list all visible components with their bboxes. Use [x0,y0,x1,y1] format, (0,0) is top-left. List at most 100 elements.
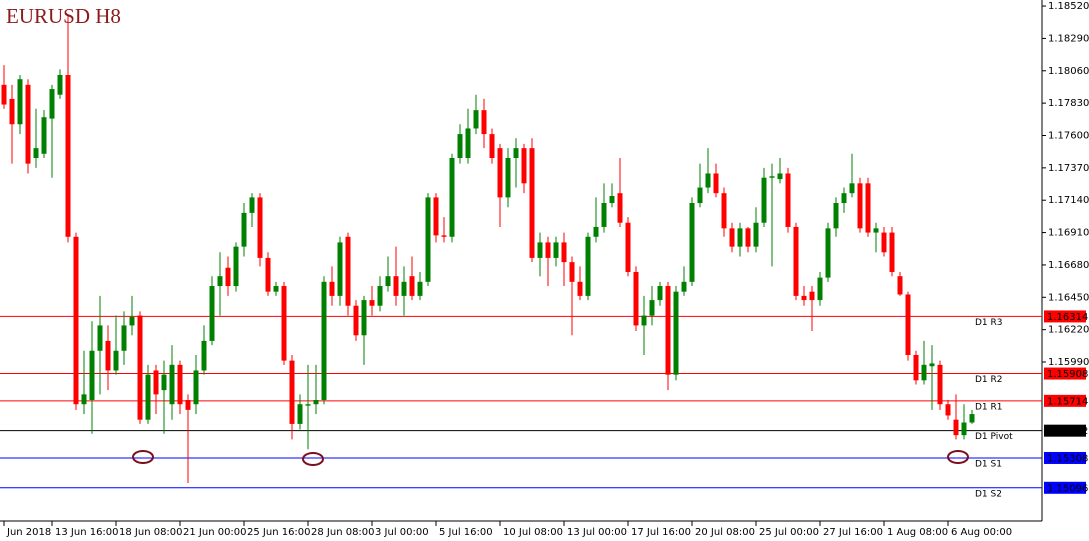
x-tick-label: 13 Jun 16:00 [55,527,119,538]
candle-body [257,197,263,258]
level-price-label: 1.15502 [1047,426,1088,437]
candle-body [225,267,231,287]
marker-ellipse [947,450,969,464]
candle-body [209,286,215,341]
candle-body [177,364,183,405]
x-tick-label: 13 Jul 00:00 [567,527,627,538]
candle-body [193,370,199,405]
candle-body [313,400,319,405]
candle-body [25,84,31,164]
x-tick-label: Jun 2018 [6,527,51,538]
candle-body [761,177,767,223]
candle-body [249,197,255,213]
candle-body [841,193,847,204]
candle-body [689,203,695,282]
y-tick-label: 1.17600 [1048,130,1089,141]
candle-body [233,246,239,287]
candle-body [545,242,551,258]
candle-body [625,222,631,272]
candle-body [441,235,447,237]
candle-body [321,281,327,401]
level-price-label: 1.16314 [1047,312,1088,323]
x-tick-label: 21 Jun 00:00 [183,527,247,538]
candle-body [969,414,975,423]
candle-body [569,262,575,282]
candle-body [721,193,727,229]
candle-body [729,228,735,247]
level-name: D1 S2 [975,489,1002,499]
candle-body [793,226,799,296]
candle-body [609,195,615,204]
candle-body [281,286,287,361]
x-tick-label: 18 Jun 08:00 [119,527,183,538]
y-tick-label: 1.16220 [1048,325,1089,336]
candle-body [497,148,503,198]
candle-body [913,354,919,381]
candle-body [65,74,71,237]
candle-body [769,176,775,178]
level-price-box [1044,451,1086,464]
candle-body [161,374,167,391]
candle-body [361,300,367,336]
candle-body [137,315,143,420]
candle-body [241,212,247,247]
candle-body [409,276,415,296]
candle-body [473,110,479,129]
candle-body [553,242,559,258]
candle-body [9,98,15,125]
level-price-box [1044,310,1086,323]
candle-body [297,404,303,424]
candle-body [377,286,383,306]
x-tick-label: 20 Jul 08:00 [695,527,755,538]
candle-body [1,84,7,105]
candle-body [121,325,127,351]
candle-body [49,89,55,119]
candle-body [897,276,903,295]
candle-body [337,242,343,296]
y-tick-label: 1.18060 [1048,66,1089,77]
candle-body [929,363,935,367]
y-tick-label: 1.18520 [1048,1,1089,12]
candle-body [697,187,703,204]
candle-body [945,404,951,416]
level-name: D1 S1 [975,459,1002,469]
y-tick-label: 1.17370 [1048,163,1089,174]
candle-body [753,222,759,247]
candle-body [681,281,687,292]
candle-body [833,203,839,229]
y-tick-label: 1.15990 [1048,357,1089,368]
candle-body [353,305,359,336]
candle-body [401,281,407,296]
x-tick-label: 5 Jul 16:00 [439,527,493,538]
candle-body [657,286,663,301]
candle-body [113,350,119,371]
y-tick-label: 1.18290 [1048,33,1089,44]
level-price-box [1044,481,1086,494]
candle-body [617,193,623,223]
candles [1,15,975,484]
candle-body [961,422,967,436]
candle-body [217,276,223,287]
candle-body [33,148,39,159]
candle-body [97,325,103,351]
x-tick-label: 1 Aug 08:00 [887,527,948,538]
candle-body [329,281,335,296]
candle-body [537,242,543,258]
candle-body [665,286,671,375]
candle-body [481,110,487,135]
candle-body [817,277,823,301]
candle-body [425,197,431,282]
level-price-label: 1.15908 [1047,369,1088,380]
candle-body [449,158,455,237]
candle-body [145,374,151,420]
candle-body [825,228,831,278]
candle-body [577,281,583,296]
candle-body [17,79,23,125]
x-tick-label: 25 Jun 16:00 [247,527,311,538]
candle-body [809,291,815,301]
x-tick-label: 28 Jun 08:00 [311,527,375,538]
candle-body [889,232,895,272]
candle-body [521,148,527,184]
